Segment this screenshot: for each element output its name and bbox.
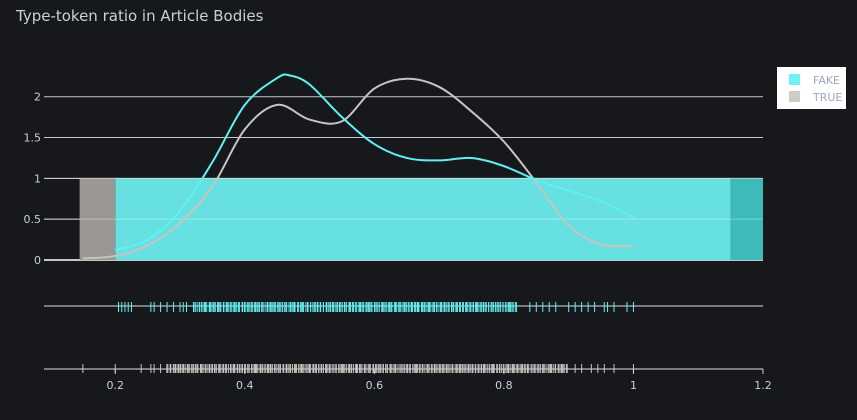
legend-label-fake[interactable]: FAKE: [813, 74, 840, 87]
y-tick-label: 1.5: [24, 132, 42, 145]
legend-label-true[interactable]: TRUE: [812, 91, 842, 104]
kde-line-true: [82, 77, 634, 260]
x-tick-label: 0.6: [366, 379, 384, 392]
y-tick-label: 0: [34, 254, 41, 267]
histogram-bar-fake: [730, 178, 763, 260]
y-tick-label: 0.5: [24, 213, 42, 226]
x-tick-label: 0.8: [495, 379, 513, 392]
rug-plots: [44, 302, 763, 373]
legend-swatch-fake[interactable]: [789, 74, 800, 85]
x-tick-label: 0.4: [236, 379, 254, 392]
kde-line-fake: [114, 73, 634, 252]
histogram-bar-true: [79, 178, 116, 260]
x-tick-label: 1.2: [754, 379, 772, 392]
kde-curves: [82, 73, 634, 260]
y-tick-label: 2: [34, 91, 41, 104]
chart-title: Type-token ratio in Article Bodies: [15, 7, 264, 25]
legend-background: [777, 67, 846, 109]
axes: 0 0.5 1 1.5 2 0.2 0.4 0.6 0.8 1 1.2: [24, 91, 772, 392]
x-tick-label: 0.2: [107, 379, 125, 392]
histogram-bars: [44, 177, 763, 260]
legend[interactable]: FAKE TRUE: [777, 67, 846, 109]
legend-swatch-true[interactable]: [789, 91, 800, 102]
y-tick-label: 1: [34, 172, 41, 185]
x-tick-label: 1: [630, 379, 637, 392]
